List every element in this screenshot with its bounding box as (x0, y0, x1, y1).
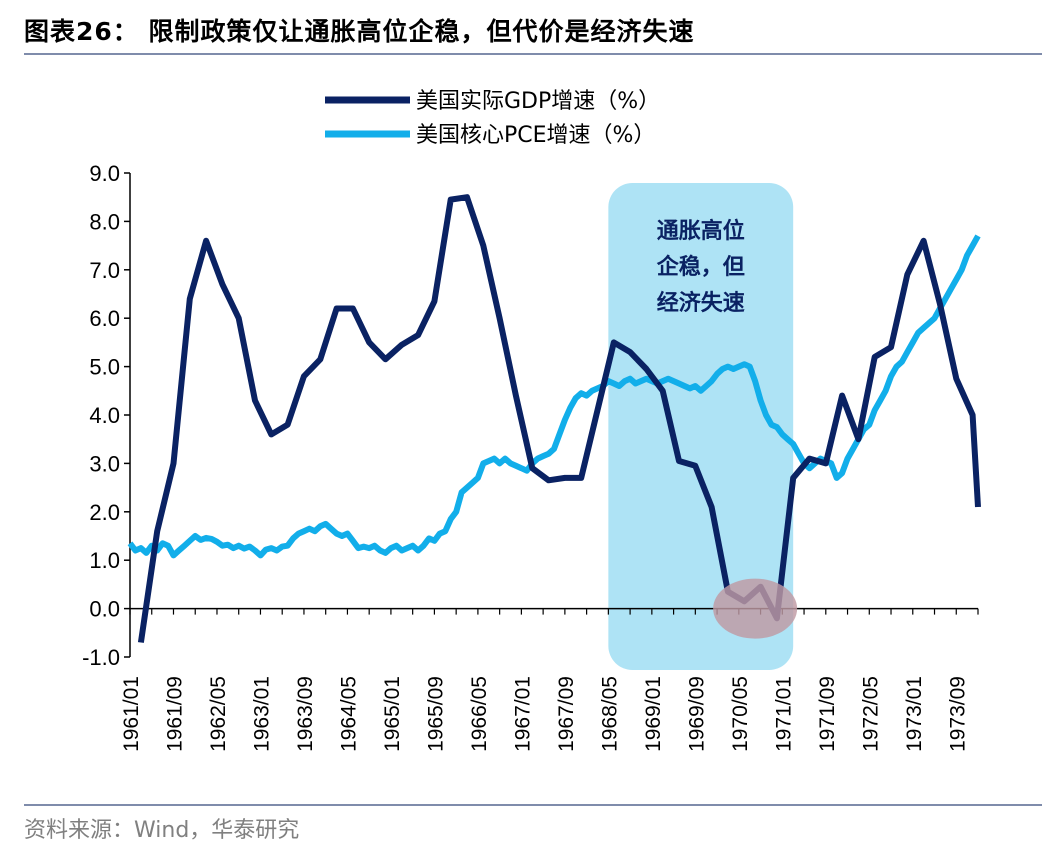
y-tick-label-9: 8.0 (89, 209, 120, 234)
series-line-1 (127, 234, 981, 559)
title-divider (24, 53, 1042, 55)
legend: 美国实际GDP增速（%） 美国核心PCE增速（%） (325, 89, 660, 148)
y-tick-label-0: -1.0 (82, 645, 120, 670)
x-tick-label-11: 1968/05 (598, 676, 621, 752)
x-tick-label-8: 1966/05 (468, 676, 491, 752)
y-tick-label-5: 4.0 (89, 403, 120, 428)
y-tick-label-8: 7.0 (89, 258, 120, 283)
x-tick-label-19: 1973/09 (946, 676, 969, 752)
x-tick-label-18: 1973/01 (903, 676, 926, 752)
figure-title: 图表26： 限制政策仅让通胀高位企稳，但代价是经济失速 (24, 17, 695, 46)
x-tick-label-17: 1972/05 (859, 676, 882, 752)
x-tick-label-4: 1963/09 (294, 676, 317, 752)
x-tick-label-5: 1964/05 (337, 676, 360, 752)
x-tick-label-2: 1962/05 (207, 676, 230, 752)
x-tick-label-1: 1961/09 (163, 676, 186, 752)
x-tick-label-15: 1971/01 (772, 676, 795, 752)
annotation-line-1: 企稳，但 (656, 254, 745, 280)
annotation-box (608, 183, 794, 670)
y-tick-label-2: 1.0 (89, 548, 120, 573)
footer-divider (24, 804, 1042, 806)
legend-label-1: 美国核心PCE增速（%） (416, 123, 655, 148)
series-layer (127, 194, 981, 643)
y-tick-label-7: 6.0 (89, 306, 120, 331)
legend-label-0: 美国实际GDP增速（%） (416, 89, 660, 114)
y-tick-label-10: 9.0 (89, 161, 120, 186)
x-tick-label-16: 1971/09 (816, 676, 839, 752)
x-tick-label-9: 1967/01 (511, 676, 534, 752)
x-tick-label-3: 1963/01 (250, 676, 273, 752)
y-tick-label-6: 5.0 (89, 355, 120, 380)
series-line-0 (137, 194, 981, 643)
source-note: 资料来源：Wind，华泰研究 (24, 818, 300, 843)
highlight-circle (713, 578, 798, 639)
x-tick-label-12: 1969/01 (642, 676, 665, 752)
y-tick-label-3: 2.0 (89, 500, 120, 525)
x-tick-label-7: 1965/09 (424, 676, 447, 752)
annotation-line-2: 经济失速 (657, 290, 745, 316)
x-tick-label-14: 1970/05 (729, 676, 752, 752)
x-tick-label-13: 1969/09 (685, 676, 708, 752)
axis-layer: -1.0 0.0 1.0 2.0 3.0 4.0 5.0 6.0 7.0 8.0 9.0 1961/0… (82, 161, 979, 752)
y-tick-label-4: 3.0 (89, 451, 120, 476)
annotation-layer (608, 183, 794, 670)
x-tick-label-6: 1965/01 (381, 676, 404, 752)
highlight-layer (713, 578, 798, 639)
y-tick-label-1: 0.0 (89, 597, 120, 622)
annotation-line-0: 通胀高位 (657, 218, 745, 244)
x-tick-label-0: 1961/01 (120, 676, 143, 752)
x-tick-label-10: 1967/09 (555, 676, 578, 752)
